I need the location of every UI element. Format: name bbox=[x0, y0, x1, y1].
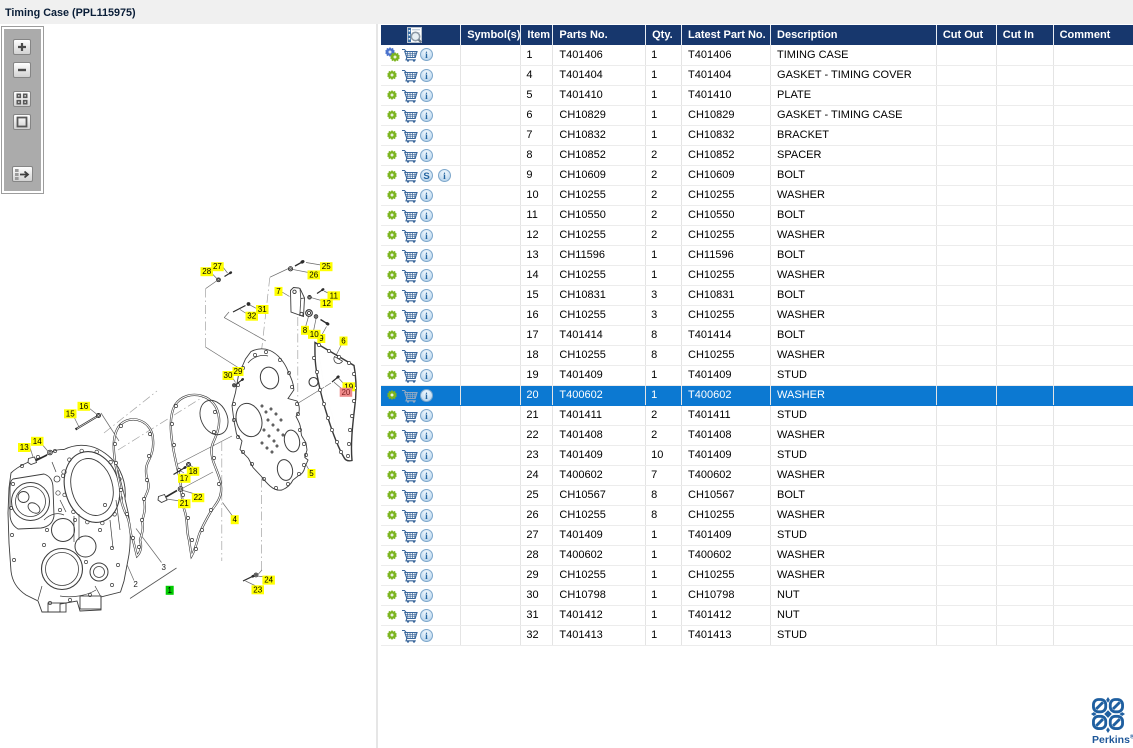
svg-text:2: 2 bbox=[133, 580, 138, 589]
svg-text:19: 19 bbox=[344, 382, 353, 391]
svg-text:10: 10 bbox=[310, 330, 319, 339]
svg-text:14: 14 bbox=[33, 437, 42, 446]
svg-text:4: 4 bbox=[232, 515, 237, 524]
svg-text:32: 32 bbox=[247, 312, 256, 321]
svg-text:6: 6 bbox=[341, 337, 346, 346]
svg-text:12: 12 bbox=[322, 299, 331, 308]
svg-text:28: 28 bbox=[202, 267, 211, 276]
svg-text:21: 21 bbox=[180, 499, 189, 508]
svg-text:22: 22 bbox=[194, 493, 203, 502]
svg-text:24: 24 bbox=[264, 576, 273, 585]
svg-text:11: 11 bbox=[330, 291, 339, 300]
svg-text:27: 27 bbox=[213, 262, 222, 271]
svg-text:31: 31 bbox=[258, 305, 267, 314]
svg-text:5: 5 bbox=[309, 469, 314, 478]
svg-text:7: 7 bbox=[276, 287, 281, 296]
svg-text:16: 16 bbox=[79, 402, 88, 411]
svg-text:15: 15 bbox=[66, 409, 75, 418]
svg-text:20: 20 bbox=[341, 388, 350, 397]
svg-text:3: 3 bbox=[161, 563, 166, 572]
svg-text:26: 26 bbox=[309, 270, 318, 279]
svg-text:8: 8 bbox=[303, 326, 308, 335]
svg-text:18: 18 bbox=[189, 467, 198, 476]
svg-text:29: 29 bbox=[234, 367, 243, 376]
svg-text:17: 17 bbox=[180, 474, 189, 483]
svg-text:13: 13 bbox=[20, 443, 29, 452]
svg-text:1: 1 bbox=[167, 586, 172, 595]
svg-text:25: 25 bbox=[322, 262, 331, 271]
svg-text:23: 23 bbox=[253, 585, 262, 594]
svg-text:9: 9 bbox=[319, 334, 324, 343]
svg-text:30: 30 bbox=[224, 371, 233, 380]
